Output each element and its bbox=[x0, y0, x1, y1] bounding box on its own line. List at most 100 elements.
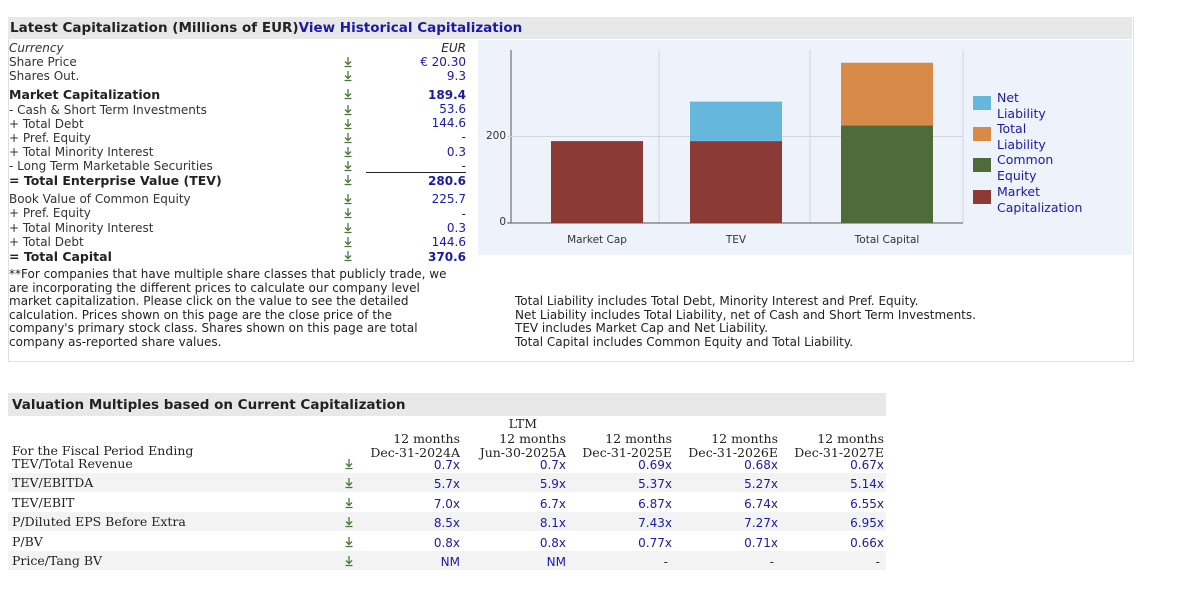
valuation-cell[interactable]: 6.55x bbox=[850, 497, 884, 511]
valuation-cell[interactable]: 5.27x bbox=[744, 477, 778, 491]
valuation-cell[interactable]: 0.7x bbox=[539, 458, 566, 472]
download-icon[interactable] bbox=[343, 250, 353, 262]
valuation-cell[interactable]: 6.74x bbox=[744, 497, 778, 511]
column-header: 12 months Dec-31-2024A bbox=[370, 417, 460, 461]
download-icon[interactable] bbox=[344, 458, 354, 470]
download-icon[interactable] bbox=[343, 70, 353, 82]
valuation-cell[interactable]: 6.7x bbox=[539, 497, 566, 511]
download-icon[interactable] bbox=[343, 146, 353, 158]
column-header-line: Dec-31-2027E bbox=[794, 445, 884, 460]
download-icon[interactable] bbox=[343, 236, 353, 248]
download-icon[interactable] bbox=[343, 118, 353, 130]
cap-row-value: - bbox=[461, 159, 466, 173]
legend-label-line: Liability bbox=[997, 136, 1046, 152]
download-icon[interactable] bbox=[344, 497, 354, 509]
chart-bars bbox=[551, 62, 933, 223]
x-category-label: Market Cap bbox=[567, 234, 627, 246]
valuation-cell[interactable]: 6.95x bbox=[850, 516, 884, 530]
cap-row-value[interactable]: 189.4 bbox=[428, 88, 466, 102]
valuation-cell[interactable]: 0.67x bbox=[850, 458, 884, 472]
cap-row-value[interactable]: 144.6 bbox=[431, 235, 466, 249]
valuation-cell[interactable]: 8.1x bbox=[539, 516, 566, 530]
download-icon[interactable] bbox=[344, 516, 354, 528]
bar-segment bbox=[841, 125, 933, 223]
valuation-cell[interactable]: 5.9x bbox=[539, 477, 566, 491]
valuation-cell[interactable]: 7.43x bbox=[638, 516, 672, 530]
valuation-cell[interactable]: 0.69x bbox=[638, 458, 672, 472]
valuation-cell[interactable]: 6.87x bbox=[638, 497, 672, 511]
cap-row-label: + Pref. Equity bbox=[9, 131, 91, 145]
cap-row-label: Book Value of Common Equity bbox=[9, 192, 191, 206]
valuation-cell[interactable]: 0.66x bbox=[850, 536, 884, 550]
valuation-cell[interactable]: 5.14x bbox=[850, 477, 884, 491]
download-icon[interactable] bbox=[343, 222, 353, 234]
download-icon[interactable] bbox=[343, 207, 353, 219]
valuation-cell: - bbox=[769, 555, 774, 569]
valuation-cell[interactable]: 5.37x bbox=[638, 477, 672, 491]
table-row-background bbox=[8, 551, 886, 570]
cap-row-label: + Pref. Equity bbox=[9, 206, 91, 220]
cap-row-value[interactable]: 9.3 bbox=[446, 69, 466, 83]
bar-segment bbox=[551, 141, 643, 223]
cap-row-value[interactable]: 0.3 bbox=[446, 221, 466, 235]
column-header-line: Dec-31-2025E bbox=[582, 445, 672, 460]
valuation-cell[interactable]: 0.77x bbox=[638, 536, 672, 550]
download-icon[interactable] bbox=[343, 193, 353, 205]
download-icon[interactable] bbox=[344, 477, 354, 489]
legend-swatch bbox=[973, 158, 991, 172]
cap-row-value[interactable]: 225.7 bbox=[431, 192, 466, 206]
cap-row-value: - bbox=[461, 130, 466, 144]
column-header-line bbox=[370, 417, 460, 432]
valuation-row-label: P/Diluted EPS Before Extra bbox=[12, 514, 186, 529]
download-icon[interactable] bbox=[343, 160, 353, 172]
bar-segment bbox=[690, 141, 782, 223]
cap-row-value[interactable]: 144.6 bbox=[431, 116, 466, 130]
valuation-cell[interactable]: 5.7x bbox=[433, 477, 460, 491]
chart-note: Total Liability includes Total Debt, Min… bbox=[515, 294, 919, 308]
valuation-cell[interactable]: 7.0x bbox=[433, 497, 460, 511]
valuation-cell[interactable]: 0.8x bbox=[539, 536, 566, 550]
valuation-cell[interactable]: 7.27x bbox=[744, 516, 778, 530]
valuation-cell[interactable]: NM bbox=[546, 555, 566, 569]
column-header-line: Jun-30-2025A bbox=[479, 445, 566, 460]
download-icon[interactable] bbox=[343, 88, 353, 100]
valuation-cell: - bbox=[875, 555, 880, 569]
valuation-cell[interactable]: 8.5x bbox=[433, 516, 460, 530]
legend-label-line: Market bbox=[997, 184, 1040, 199]
capitalization-header-bar bbox=[8, 17, 1132, 39]
cap-row-label: + Total Debt bbox=[9, 117, 84, 131]
valuation-cell[interactable]: 0.68x bbox=[744, 458, 778, 472]
valuation-cell[interactable]: 0.71x bbox=[744, 536, 778, 550]
download-icon[interactable] bbox=[343, 104, 353, 116]
valuation-cell[interactable]: NM bbox=[440, 555, 460, 569]
table-row-background bbox=[8, 512, 886, 531]
download-icon[interactable] bbox=[343, 132, 353, 144]
download-icon[interactable] bbox=[343, 56, 353, 68]
x-category-label: Total Capital bbox=[854, 234, 920, 246]
cap-row-label: Shares Out. bbox=[9, 69, 80, 83]
legend-swatch bbox=[973, 96, 991, 110]
y-tick-label: 200 bbox=[485, 129, 506, 142]
cap-row-value[interactable]: 280.6 bbox=[428, 174, 466, 188]
download-icon[interactable] bbox=[344, 536, 354, 548]
legend-label: Net Liability bbox=[997, 90, 1046, 121]
valuation-row-label: TEV/Total Revenue bbox=[12, 456, 133, 471]
cap-row-value: - bbox=[461, 207, 466, 221]
download-icon[interactable] bbox=[343, 174, 353, 186]
column-header-line: 12 months bbox=[817, 430, 884, 446]
capitalization-title-text: Latest Capitalization (Millions of EUR) bbox=[10, 20, 299, 36]
download-icon[interactable] bbox=[344, 555, 354, 567]
column-header-line bbox=[794, 417, 884, 432]
chart-note: Total Capital includes Common Equity and… bbox=[515, 334, 854, 349]
cap-row-value[interactable]: € 20.30 bbox=[420, 55, 466, 69]
cap-row-value[interactable]: 370.6 bbox=[428, 250, 466, 264]
valuation-row-label: P/BV bbox=[12, 534, 43, 549]
valuation-cell[interactable]: 0.8x bbox=[433, 536, 460, 550]
valuation-header-bar bbox=[8, 393, 886, 416]
capitalization-chart bbox=[507, 50, 964, 224]
cap-row-value[interactable]: 0.3 bbox=[446, 145, 466, 159]
cap-row-value[interactable]: 53.6 bbox=[439, 102, 466, 116]
view-historical-capitalization-link[interactable]: View Historical Capitalization bbox=[298, 20, 523, 36]
cap-row-label: = Total Enterprise Value (TEV) bbox=[9, 173, 222, 188]
valuation-cell[interactable]: 0.7x bbox=[433, 458, 460, 472]
